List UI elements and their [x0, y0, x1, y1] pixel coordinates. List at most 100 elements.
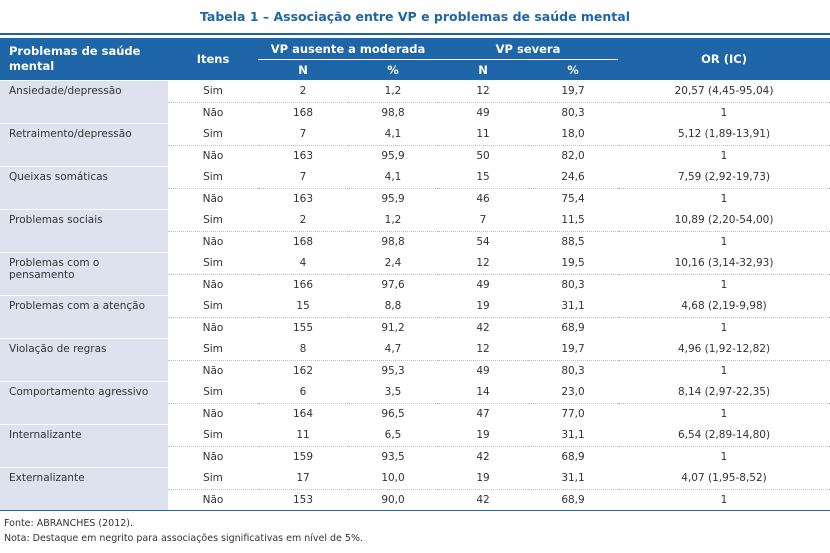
cell-pct-severa: 80,3 — [528, 273, 619, 296]
cell-pct-ausente: 95,9 — [348, 144, 439, 167]
item-nao: Não — [168, 445, 258, 468]
cell-or-ic: 1 — [618, 488, 830, 510]
cell-n-severa: 14 — [438, 381, 529, 403]
cell-pct-ausente: 90,0 — [348, 488, 439, 510]
cell-pct-ausente: 93,5 — [348, 445, 439, 468]
item-sim: Sim — [168, 80, 258, 102]
cell-n-severa: 54 — [438, 230, 529, 253]
cell-n-ausente: 4 — [258, 252, 348, 274]
cell-or-ic: 1 — [618, 359, 830, 382]
cell-n-severa: 19 — [438, 467, 529, 489]
cell-pct-ausente: 4,1 — [348, 123, 439, 145]
cell-n-ausente: 2 — [258, 209, 348, 231]
cell-n-ausente: 162 — [258, 359, 348, 382]
cell-pct-ausente: 98,8 — [348, 230, 439, 253]
item-sim: Sim — [168, 295, 258, 317]
cell-pct-ausente: 10,0 — [348, 467, 439, 489]
cell-or-ic: 4,68 (2,19-9,98) — [618, 295, 830, 317]
table-row: Comportamento agressivo Sim 6 3,5 14 23,0 8,14… — [0, 381, 830, 425]
cell-n-severa: 42 — [438, 445, 529, 468]
item-nao: Não — [168, 187, 258, 210]
cell-pct-severa: 23,0 — [528, 381, 619, 403]
cell-pct-severa: 68,9 — [528, 316, 619, 339]
item-nao: Não — [168, 144, 258, 167]
cell-or-ic: 6,54 (2,89-14,80) — [618, 424, 830, 446]
cell-pct-severa: 24,6 — [528, 166, 619, 188]
cell-n-severa: 49 — [438, 101, 529, 124]
table-row: Não 153 90,0 42 68,9 1 — [0, 488, 830, 510]
item-sim: Sim — [168, 209, 258, 231]
row-label: Violação de regras — [0, 338, 168, 382]
cell-pct-ausente: 6,5 — [348, 424, 439, 446]
table-row: Internalizante Sim 11 6,5 19 31,1 6,54 (2,89-1… — [0, 424, 830, 468]
cell-pct-severa: 88,5 — [528, 230, 619, 253]
table-row: Queixas somáticas Sim 7 4,1 15 24,6 7,59 (2,92… — [0, 166, 830, 210]
table-row: Problemas com o pensamento Sim 4 2,4 12 19,5 1… — [0, 252, 830, 296]
cell-n-ausente: 11 — [258, 424, 348, 446]
cell-n-ausente: 6 — [258, 381, 348, 403]
cell-or-ic: 8,14 (2,97-22,35) — [618, 381, 830, 403]
item-sim: Sim — [168, 166, 258, 188]
cell-pct-severa: 31,1 — [528, 467, 619, 489]
item-sim: Sim — [168, 123, 258, 145]
cell-n-severa: 19 — [438, 424, 529, 446]
table-row: Não 164 96,5 47 77,0 1 — [0, 402, 830, 425]
row-label: Problemas com a atenção — [0, 295, 168, 339]
cell-pct-ausente: 1,2 — [348, 80, 439, 102]
cell-n-severa: 12 — [438, 252, 529, 274]
item-sim: Sim — [168, 252, 258, 274]
cell-or-ic: 1 — [618, 273, 830, 296]
cell-pct-severa: 31,1 — [528, 424, 619, 446]
footer-note: Nota: Destaque em negrito para associaçõ… — [4, 533, 364, 544]
cell-pct-severa: 82,0 — [528, 144, 619, 167]
cell-pct-ausente: 95,3 — [348, 359, 439, 382]
cell-n-ausente: 168 — [258, 101, 348, 124]
cell-or-ic: 1 — [618, 101, 830, 124]
cell-n-ausente: 163 — [258, 187, 348, 210]
table-row: Não 168 98,8 54 88,5 1 — [0, 230, 830, 253]
table-row: Não 168 98,8 49 80,3 1 — [0, 101, 830, 124]
table-row: Não 163 95,9 50 82,0 1 — [0, 144, 830, 167]
cell-or-ic: 1 — [618, 144, 830, 167]
subheader-n-ausente: N — [258, 59, 348, 81]
cell-pct-ausente: 2,4 — [348, 252, 439, 274]
row-label: Queixas somáticas — [0, 166, 168, 210]
cell-n-ausente: 7 — [258, 123, 348, 145]
header-or-ic: OR (IC) — [618, 38, 830, 81]
cell-pct-severa: 80,3 — [528, 359, 619, 382]
cell-pct-ausente: 3,5 — [348, 381, 439, 403]
cell-n-severa: 49 — [438, 359, 529, 382]
table-row: Não 155 91,2 42 68,9 1 — [0, 316, 830, 339]
cell-pct-severa: 19,7 — [528, 338, 619, 360]
cell-or-ic: 4,07 (1,95-8,52) — [618, 467, 830, 489]
item-sim: Sim — [168, 424, 258, 446]
row-label: Ansiedade/depressão — [0, 80, 168, 124]
cell-pct-severa: 68,9 — [528, 488, 619, 510]
cell-pct-ausente: 98,8 — [348, 101, 439, 124]
item-nao: Não — [168, 273, 258, 296]
cell-pct-ausente: 96,5 — [348, 402, 439, 425]
table-row: Problemas sociais Sim 2 1,2 7 11,5 10,89 (2,20… — [0, 209, 830, 253]
table-body: Ansiedade/depressão Sim 2 1,2 12 19,7 20,57 (4… — [0, 80, 830, 510]
cell-n-ausente: 159 — [258, 445, 348, 468]
cell-pct-ausente: 95,9 — [348, 187, 439, 210]
table-row: Ansiedade/depressão Sim 2 1,2 12 19,7 20,57 (4… — [0, 80, 830, 124]
cell-n-severa: 47 — [438, 402, 529, 425]
item-nao: Não — [168, 402, 258, 425]
cell-pct-severa: 75,4 — [528, 187, 619, 210]
cell-n-severa: 12 — [438, 80, 529, 102]
cell-n-severa: 7 — [438, 209, 529, 231]
item-nao: Não — [168, 359, 258, 382]
cell-n-ausente: 15 — [258, 295, 348, 317]
title-rule — [0, 33, 830, 35]
cell-pct-ausente: 97,6 — [348, 273, 439, 296]
cell-or-ic: 1 — [618, 316, 830, 339]
item-nao: Não — [168, 316, 258, 339]
table-bottom-rule — [0, 510, 830, 511]
cell-pct-ausente: 1,2 — [348, 209, 439, 231]
cell-n-severa: 42 — [438, 488, 529, 510]
table-row: Não 159 93,5 42 68,9 1 — [0, 445, 830, 468]
cell-n-severa: 49 — [438, 273, 529, 296]
row-label: Problemas sociais — [0, 209, 168, 253]
cell-or-ic: 10,16 (3,14-32,93) — [618, 252, 830, 274]
